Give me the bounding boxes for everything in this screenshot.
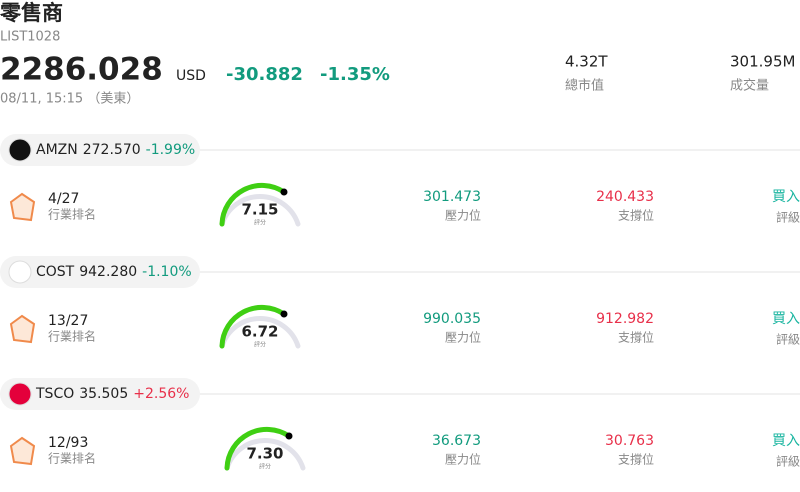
ticker-price: 35.505	[79, 386, 128, 402]
ticker-price: 272.570	[83, 142, 141, 158]
rank: 4/27	[48, 191, 79, 207]
rank-icon	[9, 436, 36, 466]
rating-label: 評級	[776, 454, 800, 469]
ticker-change: -1.10%	[142, 264, 192, 280]
rating: 買入	[772, 189, 800, 205]
gauge-dot	[285, 432, 293, 440]
logo	[8, 138, 32, 162]
change: -30.882	[226, 64, 303, 85]
gauge-arc	[219, 304, 287, 349]
ticker: AMZN	[36, 142, 78, 158]
gauge-track	[219, 193, 301, 227]
ticker-pill	[0, 256, 200, 288]
gauge-track	[219, 315, 301, 349]
logo	[8, 260, 32, 284]
score: 7.30	[246, 445, 283, 463]
logo	[8, 382, 32, 406]
rank-icon	[9, 192, 36, 222]
resistance-label: 壓力位	[445, 452, 481, 467]
support-label: 支撐位	[618, 330, 654, 345]
timestamp: 08/11, 15:15 （美東）	[0, 91, 139, 107]
rank-label: 行業排名	[48, 329, 96, 344]
support: 240.433	[596, 189, 654, 205]
ticker-change: -1.99%	[146, 142, 196, 158]
support: 912.982	[596, 311, 654, 327]
price: 2286.028	[0, 52, 163, 88]
resistance: 990.035	[423, 311, 481, 327]
ticker-pill	[0, 134, 200, 166]
rating-label: 評級	[776, 332, 800, 347]
ticker: TSCO	[35, 386, 74, 402]
rating: 買入	[772, 311, 800, 327]
ticker: COST	[36, 264, 75, 280]
resistance: 36.673	[432, 433, 481, 449]
volume: 301.95M	[730, 53, 795, 71]
ticker-change: +2.56%	[133, 386, 189, 402]
ticker-pill	[0, 378, 200, 410]
gauge-arc	[224, 426, 292, 471]
gauge-dot	[280, 310, 288, 318]
rating: 買入	[772, 433, 800, 449]
rank-icon	[9, 314, 36, 344]
resistance-label: 壓力位	[445, 330, 481, 345]
gauge-arc	[219, 182, 287, 227]
market-cap: 4.32T	[565, 53, 608, 71]
resistance: 301.473	[423, 189, 481, 205]
ticker-price: 942.280	[79, 264, 137, 280]
resistance-label: 壓力位	[445, 208, 481, 223]
score-label: 評分	[254, 219, 266, 227]
score: 7.15	[241, 201, 278, 219]
rank: 12/93	[48, 435, 88, 451]
score: 6.72	[241, 323, 278, 341]
volume-label: 成交量	[730, 78, 769, 94]
market-cap-label: 總市值	[565, 78, 604, 94]
gauge-track	[224, 437, 306, 471]
rating-label: 評級	[776, 210, 800, 225]
support: 30.763	[605, 433, 654, 449]
support-label: 支撐位	[618, 208, 654, 223]
code: LIST1028	[0, 30, 60, 45]
rank-label: 行業排名	[48, 451, 96, 466]
currency: USD	[176, 68, 206, 84]
change-pct: -1.35%	[320, 64, 390, 85]
rank-label: 行業排名	[48, 207, 96, 222]
gauge-dot	[280, 188, 288, 196]
rank: 13/27	[48, 313, 88, 329]
score-label: 評分	[259, 463, 271, 471]
title: 零售商	[0, 1, 63, 25]
score-label: 評分	[254, 341, 266, 349]
support-label: 支撐位	[618, 452, 654, 467]
